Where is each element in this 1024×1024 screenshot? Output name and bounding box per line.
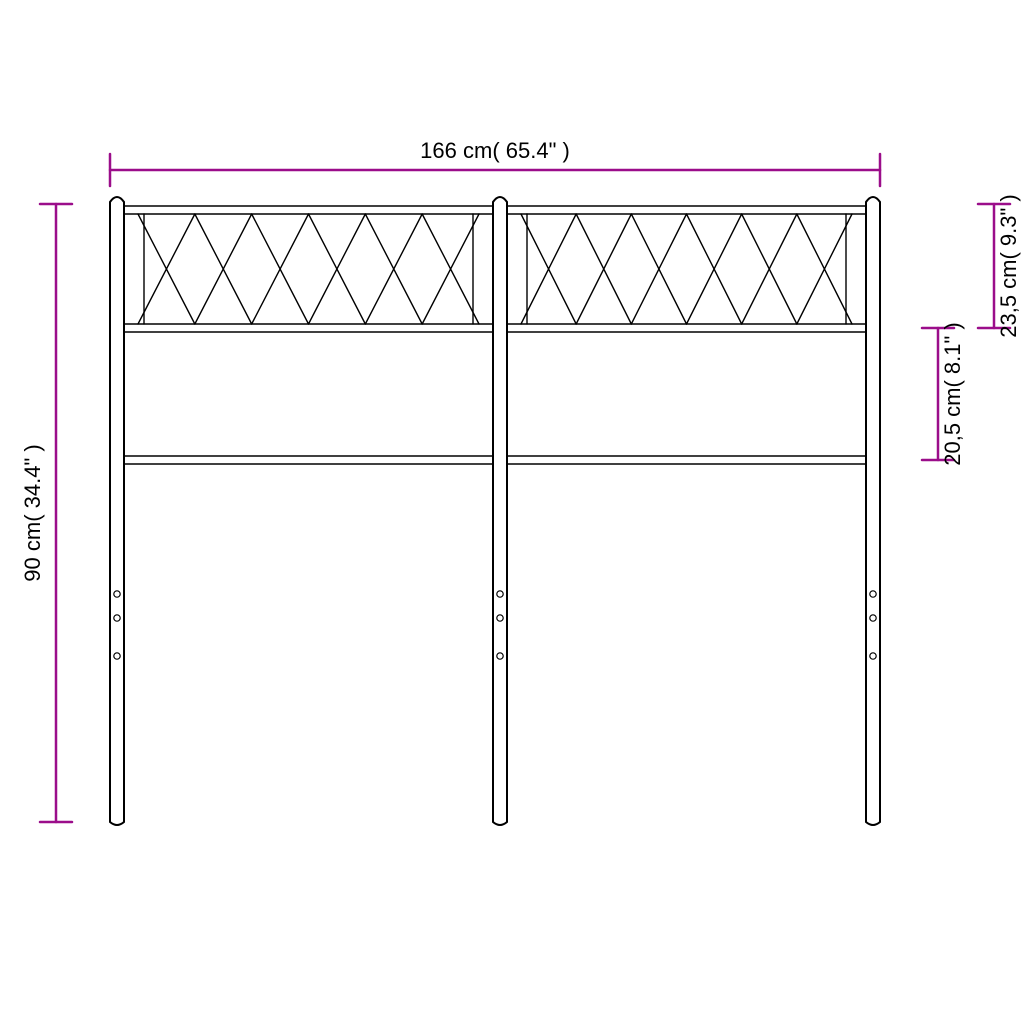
dim-width-label: 166 cm( 65.4" ) bbox=[420, 138, 570, 163]
dim-height-label: 90 cm( 34.4" ) bbox=[20, 444, 45, 581]
dim-top-label: 23,5 cm( 9.3" ) bbox=[996, 194, 1021, 338]
dimension-lines bbox=[40, 154, 1010, 822]
headboard-drawing bbox=[110, 197, 880, 825]
dim-mid-label: 20,5 cm( 8.1" ) bbox=[940, 322, 965, 466]
